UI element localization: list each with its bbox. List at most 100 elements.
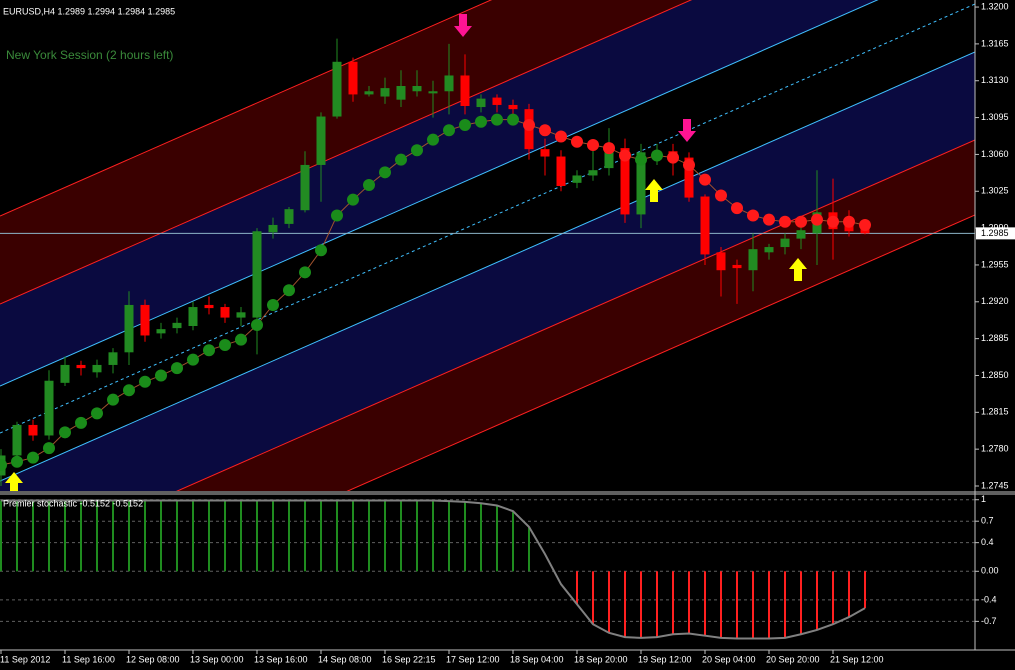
- current-price-box: [976, 227, 1015, 240]
- y-tick-label: 1.3095: [981, 112, 1009, 122]
- channel-line: [0, 51, 975, 482]
- candle-body: [92, 364, 102, 373]
- y-tick-label: 1.2815: [981, 407, 1009, 417]
- candle-body: [860, 229, 870, 234]
- dot: [91, 407, 103, 420]
- y-tick-label: 1: [981, 494, 986, 504]
- y-tick-label: -0.7: [981, 616, 997, 626]
- dot: [779, 215, 791, 228]
- up-arrow: [789, 258, 807, 281]
- dot: [747, 209, 759, 222]
- candle-body: [604, 151, 614, 169]
- candle-body: [748, 249, 758, 271]
- x-tick-label: 17 Sep 12:00: [446, 654, 500, 664]
- candle-body: [332, 61, 342, 117]
- channel-line: [0, 0, 493, 217]
- dot: [347, 193, 359, 206]
- dot: [219, 338, 231, 351]
- x-tick-label: 18 Sep 20:00: [574, 654, 628, 664]
- candle-body: [556, 156, 566, 186]
- dot: [251, 318, 263, 331]
- candle-body: [476, 98, 486, 108]
- channel-line: [0, 0, 693, 305]
- x-tick-label: 19 Sep 12:00: [638, 654, 692, 664]
- candle-body: [716, 252, 726, 271]
- dot: [155, 369, 167, 382]
- y-tick-label: 0.4: [981, 537, 994, 547]
- y-tick-label: 1.3200: [981, 1, 1009, 11]
- candle-body: [588, 170, 598, 176]
- dot: [859, 218, 871, 231]
- y-tick-label: 1.2885: [981, 333, 1009, 343]
- channel-line: [0, 0, 879, 387]
- dot: [75, 416, 87, 429]
- x-tick-label: 13 Sep 16:00: [254, 654, 308, 664]
- candle-body: [284, 209, 294, 224]
- x-tick-label: 11 Sep 2012: [0, 654, 50, 664]
- candle-body: [220, 307, 230, 318]
- dot: [443, 124, 455, 137]
- candle-body: [460, 75, 470, 106]
- dot: [843, 215, 855, 228]
- dot: [139, 375, 151, 388]
- current-price-label: 1.2985: [981, 228, 1009, 238]
- candle-body: [12, 424, 22, 456]
- up-arrow: [645, 179, 663, 202]
- dot: [11, 455, 23, 468]
- candle-body: [316, 116, 326, 165]
- x-tick-label: 20 Sep 04:00: [702, 654, 756, 664]
- x-tick-label: 20 Sep 20:00: [766, 654, 820, 664]
- x-tick-label: 21 Sep 12:00: [830, 654, 884, 664]
- dot: [811, 213, 823, 226]
- y-tick-label: 1.2850: [981, 370, 1009, 380]
- candle-body: [76, 364, 86, 369]
- y-tick-label: 0.00: [981, 566, 999, 576]
- dot: [827, 215, 839, 228]
- candle-body: [172, 322, 182, 329]
- candle-body: [444, 75, 454, 92]
- channel-line: [346, 214, 975, 491]
- dot: [411, 144, 423, 157]
- dot: [299, 266, 311, 279]
- candle-body: [412, 86, 422, 92]
- candle-body: [204, 304, 214, 309]
- stochastic-plot: [0, 499, 975, 640]
- candle-body: [60, 364, 70, 383]
- x-tick-label: 11 Sep 16:00: [62, 654, 115, 664]
- stochastic-line: [1, 499, 866, 640]
- y-tick-label: 1.2780: [981, 444, 1009, 454]
- candle-body: [252, 231, 262, 318]
- down-arrow: [454, 14, 472, 37]
- candle-body: [28, 424, 38, 436]
- dot: [763, 213, 775, 226]
- dot: [107, 393, 119, 406]
- y-tick-label: 1.3165: [981, 38, 1009, 48]
- y-tick-label: 0.7: [981, 516, 994, 526]
- session-annotation: New York Session (2 hours left): [6, 48, 173, 62]
- candle-body: [348, 61, 358, 95]
- dot: [395, 153, 407, 166]
- candle-body: [108, 352, 118, 365]
- y-tick-label: 1.2955: [981, 259, 1009, 269]
- dot: [587, 138, 599, 151]
- dot: [427, 133, 439, 146]
- y-tick-label: 1.3060: [981, 149, 1009, 159]
- dot: [571, 135, 583, 148]
- candle-body: [364, 91, 374, 95]
- candle-body: [700, 196, 710, 255]
- dot: [795, 215, 807, 228]
- dot: [331, 209, 343, 222]
- chart-title: EURUSD,H4 1.2989 1.2994 1.2984 1.2985: [3, 6, 175, 16]
- dot: [123, 384, 135, 397]
- down-arrow: [678, 119, 696, 142]
- y-tick-label: 1.3130: [981, 75, 1009, 85]
- dot: [459, 118, 471, 131]
- indicator-title: Premier stochastic -0.5152 -0.5152: [3, 498, 143, 508]
- x-tick-label: 13 Sep 00:00: [190, 654, 244, 664]
- y-tick-label: -0.4: [981, 594, 997, 604]
- candle-body: [732, 264, 742, 269]
- dot: [539, 124, 551, 137]
- dot: [731, 202, 743, 215]
- dot: [187, 353, 199, 366]
- candle-body: [572, 175, 582, 183]
